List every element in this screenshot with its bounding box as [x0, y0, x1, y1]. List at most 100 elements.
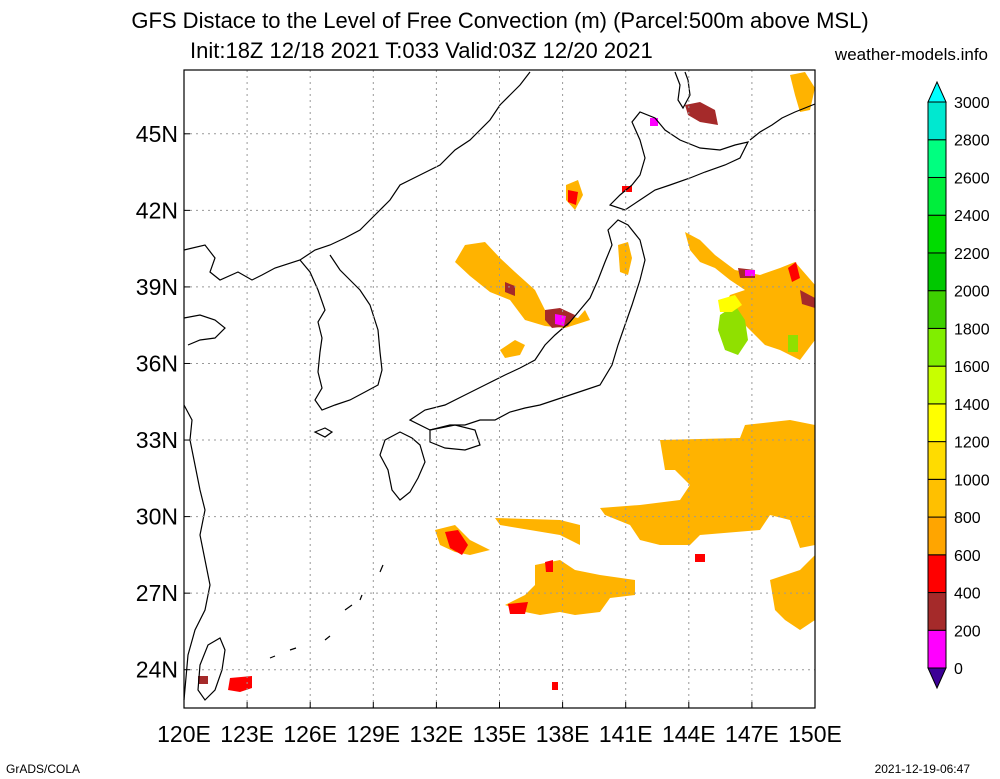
- field-patch-ne-corner: [790, 72, 815, 112]
- coast-korea: [299, 254, 383, 411]
- colorbar-segment: [927, 592, 947, 631]
- lon-tick-label: 120E: [157, 721, 211, 747]
- colorbar-label: 800: [954, 510, 981, 527]
- colorbar-segment: [927, 139, 947, 178]
- colorbar-segment: [927, 441, 947, 480]
- field-red-8: [552, 682, 558, 690]
- axis-ticks: 120E 123E 126E 129E 132E 135E 138E 141E 144E 147E…: [136, 121, 842, 747]
- colorbar-segment: [927, 478, 947, 518]
- colorbar-segment: [927, 629, 947, 669]
- lat-tick-label: 36N: [136, 350, 178, 376]
- field-patch-ne-pacific: [685, 232, 815, 360]
- field-red-1: [445, 530, 468, 555]
- colorbar-segment: [927, 554, 947, 594]
- lfc-field: [198, 72, 815, 692]
- coast-shikoku: [429, 424, 481, 451]
- colorbar-min-arrow: [927, 667, 947, 690]
- field-red-6: [568, 190, 578, 205]
- field-brown-5: [198, 676, 208, 684]
- lon-tick-label: 150E: [788, 721, 842, 747]
- coast-shandong: [183, 314, 226, 346]
- footer-timestamp: 2021-12-19-06:47: [874, 762, 970, 776]
- coast-ryukyu: [269, 564, 384, 659]
- field-patch-south-strip: [495, 518, 580, 545]
- colorbar-label: 3000: [954, 95, 990, 112]
- coast-taiwan: [197, 637, 226, 701]
- colorbar-label: 200: [954, 623, 981, 640]
- coastlines: [183, 71, 816, 701]
- colorbar-label: 0: [954, 661, 963, 678]
- site-credit: weather-models.info: [834, 45, 988, 64]
- coast-honshu: [408, 219, 646, 431]
- colorbar-segment: [927, 101, 947, 141]
- field-patch-green: [718, 305, 748, 355]
- colorbar-label: 2800: [954, 133, 990, 150]
- colorbar-segment: [927, 403, 947, 443]
- field-magenta-1: [650, 118, 658, 126]
- coast-kurils: [749, 103, 816, 141]
- lon-tick-label: 123E: [220, 721, 274, 747]
- field-red-3: [508, 602, 528, 614]
- colorbar-label: 1000: [954, 472, 990, 489]
- field-red-2: [228, 676, 252, 692]
- colorbar-label: 1600: [954, 359, 990, 376]
- colorbar-label: 1800: [954, 321, 990, 338]
- lon-tick-label: 135E: [473, 721, 527, 747]
- field-patch-east-edge: [770, 555, 815, 630]
- colorbar-label: 1200: [954, 435, 990, 452]
- title-line-1: GFS Distace to the Level of Free Convect…: [131, 8, 869, 33]
- field-brown-4: [800, 290, 815, 308]
- field-red-7: [788, 262, 800, 282]
- lon-tick-label: 126E: [283, 721, 337, 747]
- graticule: [184, 70, 815, 708]
- lat-tick-label: 24N: [136, 657, 178, 683]
- lon-tick-label: 144E: [662, 721, 716, 747]
- field-patch-green-2: [788, 335, 798, 352]
- field-red-4: [545, 560, 553, 572]
- lon-tick-label: 147E: [725, 721, 779, 747]
- field-red-5: [695, 554, 705, 562]
- colorbar-max-arrow: [927, 80, 947, 103]
- colorbar-segment: [927, 252, 947, 292]
- lat-tick-label: 30N: [136, 504, 178, 530]
- colorbar-label: 1400: [954, 397, 990, 414]
- lat-tick-label: 45N: [136, 121, 178, 147]
- coast-mainland: [183, 71, 531, 281]
- field-patch-yellow: [718, 295, 742, 312]
- title-line-2: Init:18Z 12/18 2021 T:033 Valid:03Z 12/2…: [190, 38, 653, 63]
- coast-hokkaido: [608, 111, 750, 211]
- colorbar-label: 2200: [954, 246, 990, 263]
- field-patch-tohoku: [618, 242, 632, 275]
- field-patch-south-central: [505, 560, 635, 615]
- colorbar-segment: [927, 327, 947, 367]
- footer-software: GrADS/COLA: [6, 762, 81, 776]
- coast-kyushu: [379, 431, 426, 501]
- colorbar-label: 2600: [954, 170, 990, 187]
- colorbar: 0 200 400 600 800 1000 1200 1400 1600 1800 2000 220…: [927, 80, 990, 690]
- colorbar-label: 2000: [954, 284, 990, 301]
- field-patch-south-east: [600, 420, 815, 548]
- lat-tick-label: 33N: [136, 427, 178, 453]
- colorbar-label: 2400: [954, 208, 990, 225]
- colorbar-label: 600: [954, 548, 981, 565]
- colorbar-segment: [927, 290, 947, 329]
- field-brown-1: [685, 102, 718, 125]
- colorbar-segment: [927, 214, 947, 254]
- lon-tick-label: 132E: [410, 721, 464, 747]
- field-patch-japan-sea-2: [500, 340, 525, 358]
- lat-tick-label: 39N: [136, 274, 178, 300]
- coast-sakhalin: [674, 71, 691, 110]
- field-magenta-2: [555, 314, 566, 326]
- lon-tick-label: 138E: [536, 721, 590, 747]
- lon-tick-label: 141E: [599, 721, 653, 747]
- lat-tick-label: 42N: [136, 197, 178, 223]
- colorbar-segment: [927, 365, 947, 405]
- field-magenta-3: [745, 270, 755, 276]
- lat-tick-label: 27N: [136, 580, 178, 606]
- field-patch-japan-sea: [455, 242, 590, 328]
- colorbar-segment: [927, 176, 947, 216]
- colorbar-label: 400: [954, 586, 981, 603]
- lon-tick-label: 129E: [346, 721, 400, 747]
- field-brown-6: [505, 282, 515, 296]
